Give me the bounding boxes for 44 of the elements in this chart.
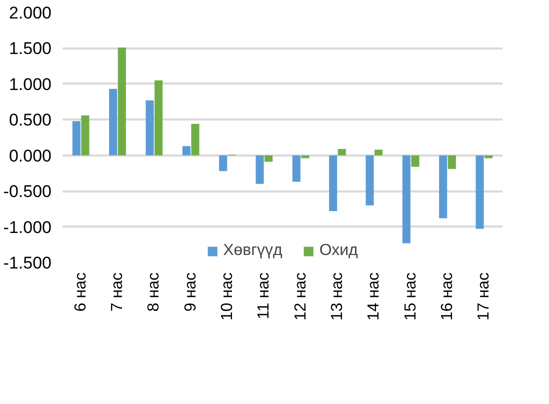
x-tick-label: 16 нас <box>439 272 456 320</box>
bar <box>72 121 80 156</box>
x-tick-label: 11 нас <box>256 272 273 320</box>
bar <box>154 80 163 156</box>
legend-label: Хөвгүүд <box>223 242 282 260</box>
y-tick-label: -1.500 <box>3 254 52 272</box>
bar <box>374 150 383 156</box>
x-tick-label: 9 нас <box>182 272 200 312</box>
y-tick-label: 1.500 <box>8 39 52 58</box>
bar <box>219 155 228 172</box>
y-tick-label: 1.000 <box>8 74 52 94</box>
bar <box>439 155 448 218</box>
bar <box>118 48 126 156</box>
x-tick-label: 12 нас <box>292 272 310 320</box>
x-tick-label: 8 нас <box>146 272 163 312</box>
bar <box>329 155 338 212</box>
bar <box>81 115 90 156</box>
x-tick-label: 7 нас <box>109 272 126 312</box>
x-tick-label: 13 нас <box>329 272 346 320</box>
bar <box>146 100 154 156</box>
y-tick-label: -0.500 <box>3 182 52 202</box>
bar <box>448 155 456 169</box>
bar <box>366 155 374 206</box>
bar <box>292 155 300 182</box>
x-tick-label: 14 нас <box>366 272 383 320</box>
y-tick-label: -1.000 <box>3 218 52 237</box>
bar <box>476 155 484 229</box>
legend-label: Охид <box>319 242 358 260</box>
y-tick-label: 0.500 <box>8 110 52 130</box>
x-tick-label: 17 нас <box>476 272 493 320</box>
bar <box>109 88 118 156</box>
bar <box>402 155 410 244</box>
x-tick-label: 15 нас <box>402 272 420 320</box>
bar <box>256 155 264 184</box>
bar <box>264 155 273 162</box>
bar <box>301 155 310 158</box>
y-tick-label: 2.000 <box>8 4 52 22</box>
x-tick-label: 6 нас <box>72 272 90 312</box>
y-tick-label: 0.000 <box>8 146 52 166</box>
x-tick-label: 10 нас <box>219 272 236 320</box>
bar <box>191 124 200 156</box>
bar <box>182 146 190 156</box>
bar <box>338 148 346 156</box>
bar <box>411 155 420 167</box>
